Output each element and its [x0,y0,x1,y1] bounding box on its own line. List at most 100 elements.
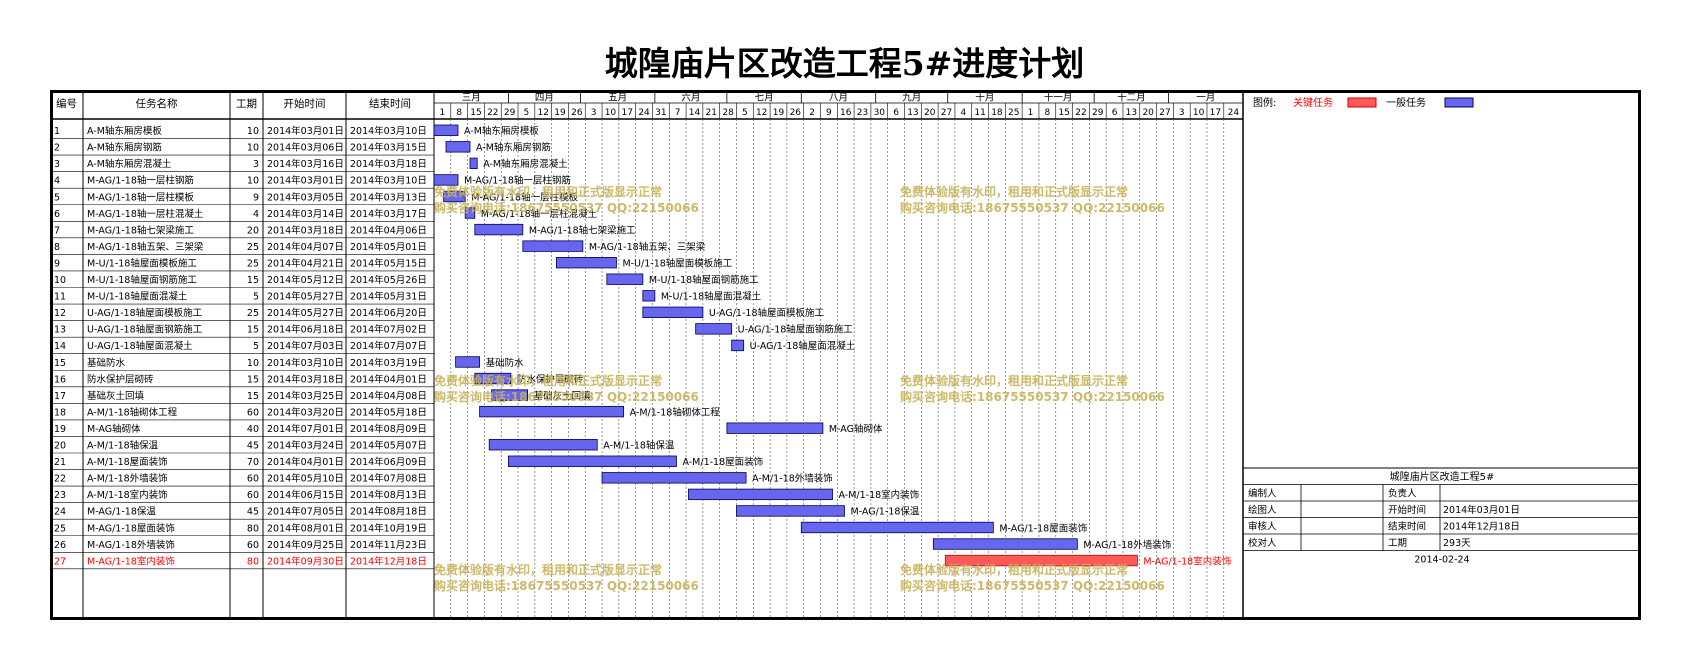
task-start: 2014年03月18日 [267,373,344,385]
task-id: 4 [54,176,60,187]
info-key: 绘图人 [1248,504,1277,516]
task-start: 2014年03月24日 [267,440,344,452]
task-duration: 25 [247,258,259,269]
gantt-bar-label: M-AG/1-18轴一层柱钢筋 [464,175,571,187]
task-name: 基础灰土回填 [87,390,145,402]
task-start: 2014年03月01日 [267,125,344,137]
task-duration: 80 [247,556,259,567]
gantt-bar-label: 防水保护层砌砖 [517,373,584,385]
legend-critical-swatch [1347,97,1377,108]
task-id: 9 [54,258,60,269]
watermark-line1: 免费体验版有水印，租用和正式版显示正常 [900,373,1128,388]
task-id: 21 [54,457,66,468]
week-tick-label: 27 [1159,108,1170,118]
watermark-line1: 免费体验版有水印，租用和正式版显示正常 [900,184,1128,199]
week-tick-label: 6 [1112,108,1118,118]
task-duration: 45 [247,507,259,518]
month-label: 一月 [1196,93,1215,104]
header-id: 编号 [56,97,77,110]
week-tick-label: 28 [722,108,734,118]
task-name: M-AG/1-18室内装饰 [87,555,175,567]
gantt-bar [736,505,845,517]
page-title: 城隍庙片区改造工程5#进度计划 [604,44,1085,83]
info-value: 2014年03月01日 [1443,504,1520,516]
task-duration: 60 [247,407,259,418]
info-project-title: 城隍庙片区改造工程5# [1390,470,1495,483]
task-end: 2014年03月10日 [350,125,427,137]
gantt-chart: 编号 任务名称 工期 开始时间 结束时间 三月 四月 五月 六月 七月 八月 九月 十月 十一月 十二月 一月… [50,90,1641,620]
gantt-bar-label: M-AG/1-18轴七架梁施工 [529,224,636,236]
task-name: M-AG/1-18轴一层柱混凝土 [87,208,204,220]
watermark-line2: 购买咨询电话:18675550537 QQ:22150066 [434,200,699,215]
info-value: 293天 [1443,538,1471,549]
gantt-bar-label: M-AG轴砌体 [829,423,883,435]
week-tick-label: 29 [1092,108,1104,118]
task-end: 2014年05月15日 [350,257,427,269]
header-end: 结束时间 [369,97,411,110]
task-name: M-U/1-18轴屋面钢筋施工 [87,274,197,286]
week-tick-label: 8 [456,108,462,118]
watermark-line1: 免费体验版有水印，租用和正式版显示正常 [434,184,662,199]
task-name: 基础防水 [87,357,126,369]
month-label: 五月 [608,93,627,104]
gantt-bar [556,256,617,269]
task-end: 2014年07月02日 [350,324,427,336]
month-label: 十二月 [1117,92,1146,104]
gantt-bar [642,290,656,302]
task-id: 24 [54,507,66,518]
header-name: 任务名称 [136,97,178,110]
info-key: 编制人 [1248,488,1277,500]
week-tick-label: 15 [470,108,481,118]
week-tick-label: 13 [1126,108,1137,118]
task-end: 2014年06月09日 [350,456,427,468]
gantt-bar [944,554,1138,567]
week-tick-label: 19 [554,108,566,118]
gantt-bar [688,488,833,501]
task-end: 2014年03月18日 [350,158,427,170]
info-key: 工期 [1388,538,1407,549]
week-tick-label: 30 [874,108,886,118]
task-start: 2014年03月25日 [267,390,344,402]
task-id: 8 [54,242,60,253]
week-tick-label: 17 [1210,108,1221,118]
task-start: 2014年03月05日 [267,191,344,203]
gantt-bar-label: A-M/1-18外墙装饰 [752,473,833,485]
legend-normal-label: 一般任务 [1386,96,1426,109]
task-duration: 9 [253,192,259,203]
week-tick-label: 11 [974,108,985,118]
task-start: 2014年06月18日 [267,324,344,336]
week-tick-label: 6 [893,108,899,118]
gantt-bar [479,405,625,418]
gantt-bar-label: M-U/1-18轴屋面模板施工 [622,257,732,269]
month-label: 八月 [829,93,848,104]
gantt-bar [606,273,644,285]
gantt-bar [474,223,524,236]
task-duration: 10 [247,143,259,154]
task-duration: 25 [247,308,259,319]
gantt-bar [800,521,994,534]
watermark-line1: 免费体验版有水印，租用和正式版显示正常 [900,562,1128,577]
week-tick-label: 21 [706,108,717,118]
task-start: 2014年03月18日 [267,224,344,236]
task-end: 2014年08月09日 [350,423,427,435]
gantt-bar [464,207,476,219]
week-tick-label: 2 [809,108,815,118]
gantt-bar-label: U-AG/1-18轴屋面混凝土 [750,340,856,352]
gantt-bar-label: A-M/1-18屋面装饰 [682,456,763,468]
task-duration: 80 [247,523,259,534]
task-start: 2014年08月01日 [267,522,344,534]
task-id: 26 [54,540,66,551]
task-end: 2014年05月01日 [350,241,427,253]
task-name: A-M轴东厢房模板 [87,125,162,137]
month-label: 九月 [902,92,921,104]
task-start: 2014年03月10日 [267,357,344,369]
week-tick-label: 23 [857,108,868,118]
task-end: 2014年03月17日 [350,208,427,220]
gantt-bar-label: M-AG/1-18外墙装饰 [1083,539,1171,551]
task-start: 2014年05月10日 [267,473,344,485]
week-tick-label: 4 [960,108,966,118]
task-duration: 15 [247,325,259,336]
week-tick-label: 5 [524,108,530,118]
task-end: 2014年03月10日 [350,175,427,187]
gantt-bar [726,422,824,434]
